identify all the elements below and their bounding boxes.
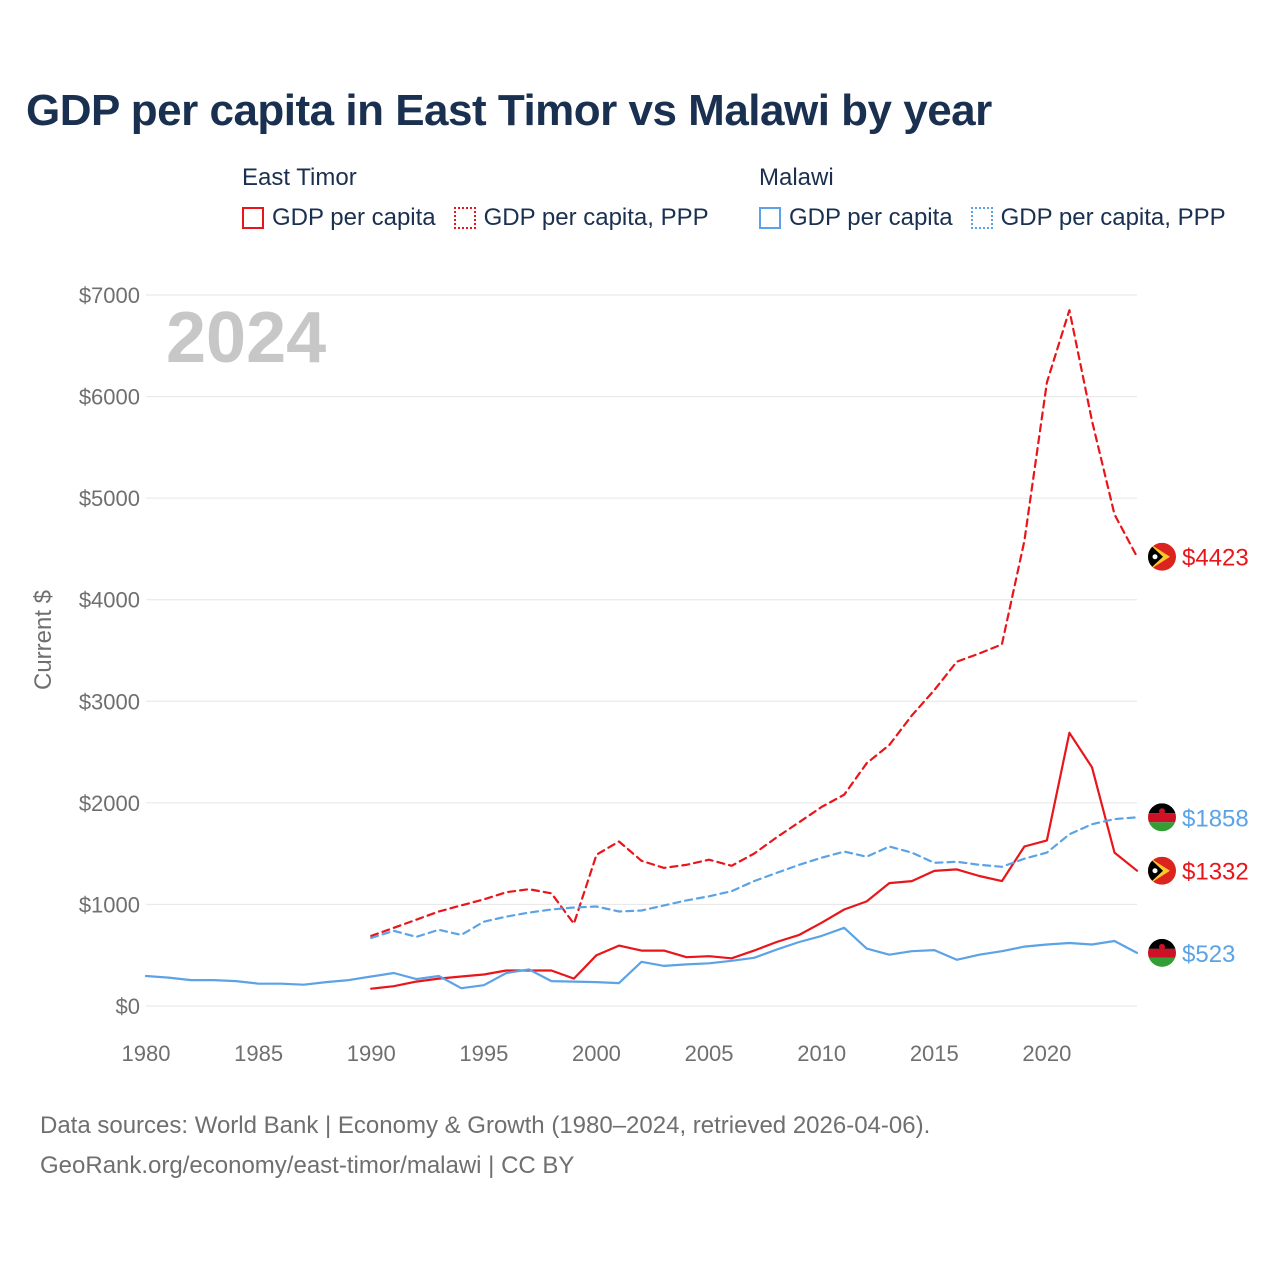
x-tick-label: 1995 [459,1041,508,1066]
east_timor-flag-icon [1148,856,1176,885]
legend-swatch-solid [242,207,264,229]
legend-group-malawi: Malawi GDP per capita GDP per capita, PP… [759,162,1244,232]
chart-title: GDP per capita in East Timor vs Malawi b… [26,86,992,135]
y-tick-label: $7000 [79,283,140,308]
series-line-malawi-gdp-per-capita[interactable] [144,926,1139,990]
malawi-flag-icon [1148,938,1176,967]
y-tick-label: $4000 [79,588,140,613]
x-tick-label: 1985 [234,1041,283,1066]
legend-item-east-timor-gdp-ppp[interactable]: GDP per capita, PPP [453,204,709,232]
footer-link[interactable]: GeoRank.org/economy/east-timor/malawi | … [40,1152,575,1179]
legend-item-malawi-gdp-ppp[interactable]: GDP per capita, PPP [970,204,1226,232]
y-tick-label: $3000 [79,689,140,714]
x-tick-label: 2000 [572,1041,621,1066]
x-tick-label: 1980 [122,1041,171,1066]
legend-group-name: Malawi [759,164,834,191]
year-label: 2024 [166,298,326,378]
series-line-east-timor-gdp-per-capita-ppp[interactable] [370,309,1139,938]
footer-sources: Data sources: World Bank | Economy & Gro… [40,1112,931,1139]
x-tick-label: 2005 [685,1041,734,1066]
legend-label: GDP per capita, PPP [483,204,709,231]
legend-swatch-dotted [970,207,993,229]
legend-label: GDP per capita, PPP [1000,204,1226,231]
y-tick-label: $6000 [79,385,140,410]
x-tick-label: 1990 [347,1041,396,1066]
y-tick-label: $2000 [79,791,140,816]
y-axis-label: Current $ [30,590,57,690]
legend-item-east-timor-gdp[interactable]: GDP per capita [242,204,436,232]
end-value-label: $4423 [1182,545,1249,572]
y-tick-label: $1000 [79,892,140,917]
marker-layer: $1332 $4423 $523 $1858 [1148,542,1249,968]
series-line-malawi-gdp-per-capita-ppp[interactable] [370,816,1139,940]
east_timor-flag-icon [1148,542,1176,571]
legend-group-east-timor: East Timor GDP per capita GDP per capita… [242,162,727,232]
x-tick-label: 2010 [797,1041,846,1066]
end-value-label: $1332 [1182,859,1249,886]
legend-item-malawi-gdp[interactable]: GDP per capita [759,204,953,232]
malawi-flag-icon [1148,803,1176,832]
y-tick-label: $5000 [79,486,140,511]
series-layer [144,309,1139,990]
x-tick-label: 2020 [1022,1041,1071,1066]
series-line-east-timor-gdp-per-capita[interactable] [370,731,1139,990]
grid-layer: $0 $1000 $2000 $3000 $4000 $5000 $6000 $7000 198… [79,283,1137,1066]
legend-label: GDP per capita [789,204,953,231]
footer: Data sources: World Bank | Economy & Gro… [40,1106,930,1186]
legend-label: GDP per capita [272,204,436,231]
x-tick-label: 2015 [910,1041,959,1066]
end-value-label: $1858 [1182,805,1249,832]
legend-swatch-dotted [453,207,476,229]
legend-group-name: East Timor [242,164,357,191]
legend-swatch-solid [759,207,781,229]
end-value-label: $523 [1182,941,1235,968]
y-tick-label: $0 [116,994,140,1019]
